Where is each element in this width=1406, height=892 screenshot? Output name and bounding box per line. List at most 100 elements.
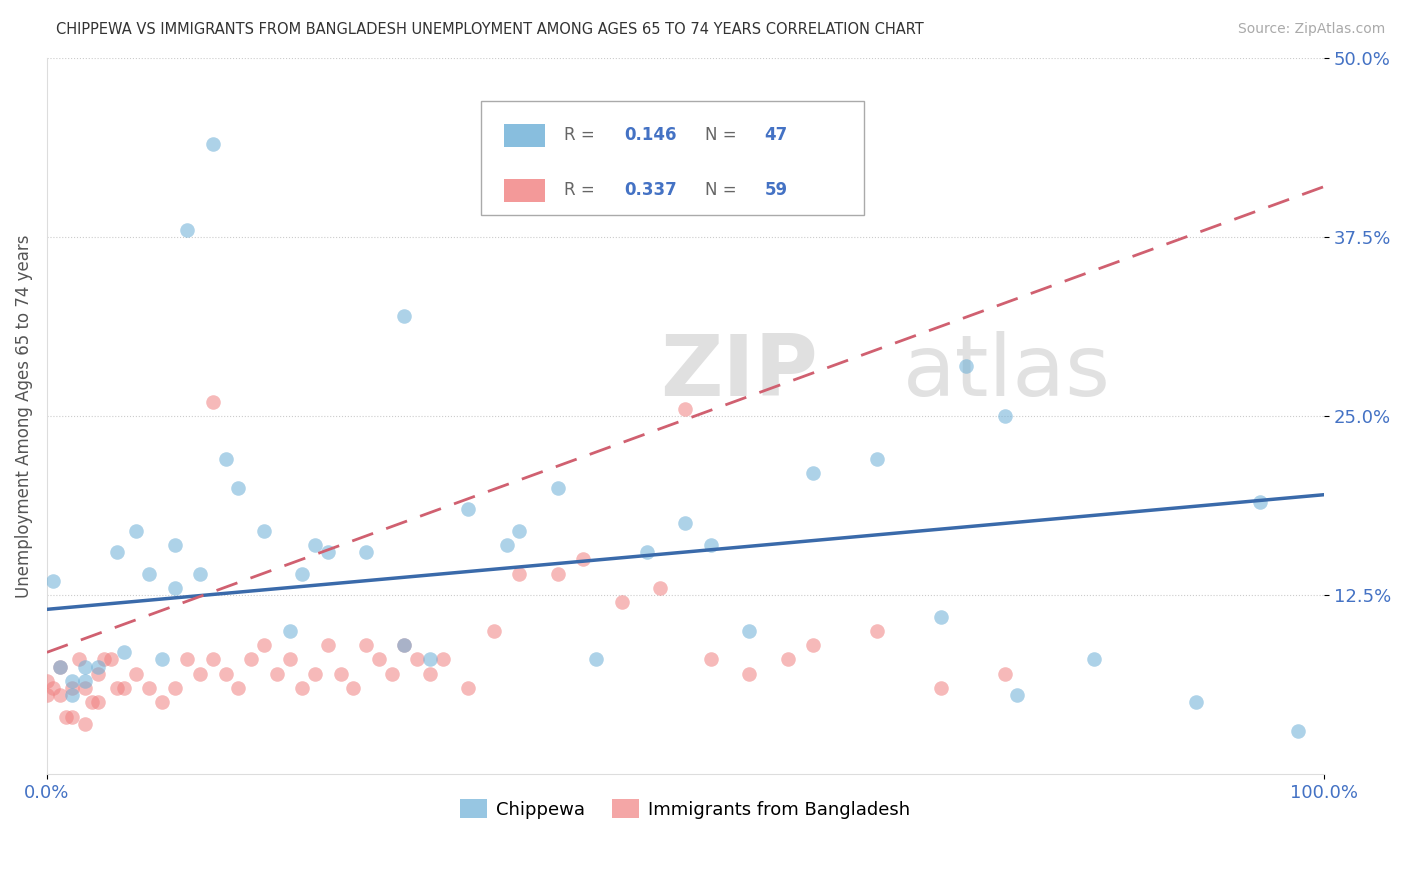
Point <box>457 502 479 516</box>
Point <box>304 538 326 552</box>
Point <box>508 524 530 538</box>
Point <box>1185 696 1208 710</box>
Point <box>929 681 952 695</box>
Point <box>62 673 84 688</box>
Text: 0.337: 0.337 <box>624 181 676 199</box>
Point <box>87 659 110 673</box>
Point <box>508 566 530 581</box>
Point <box>495 538 517 552</box>
Point <box>138 566 160 581</box>
Point <box>150 652 173 666</box>
Bar <box>505 178 546 202</box>
Bar <box>505 124 546 146</box>
Point <box>610 595 633 609</box>
Point <box>457 681 479 695</box>
Point <box>316 545 339 559</box>
Point <box>801 638 824 652</box>
Point <box>866 451 889 466</box>
Point <box>738 624 761 638</box>
Point <box>112 681 135 695</box>
Point <box>367 652 389 666</box>
Point <box>381 666 404 681</box>
Point <box>105 681 128 695</box>
Point <box>80 696 103 710</box>
Point <box>201 652 224 666</box>
Point <box>42 574 65 588</box>
Point <box>35 673 58 688</box>
Point <box>482 624 505 638</box>
Point <box>163 681 186 695</box>
Point <box>138 681 160 695</box>
Point <box>929 609 952 624</box>
Point <box>150 696 173 710</box>
Point <box>636 545 658 559</box>
FancyBboxPatch shape <box>481 101 865 215</box>
Text: 0.146: 0.146 <box>624 126 676 144</box>
Point <box>112 645 135 659</box>
Point <box>35 689 58 703</box>
Point <box>329 666 352 681</box>
Point <box>62 710 84 724</box>
Point <box>125 666 148 681</box>
Point <box>406 652 429 666</box>
Point <box>801 467 824 481</box>
Point <box>394 638 416 652</box>
Point <box>866 624 889 638</box>
Point <box>738 666 761 681</box>
Point <box>215 451 238 466</box>
Point <box>253 638 276 652</box>
Point <box>253 524 276 538</box>
Point <box>240 652 263 666</box>
Text: 47: 47 <box>765 126 787 144</box>
Point <box>700 652 723 666</box>
Point <box>673 516 696 531</box>
Point <box>87 666 110 681</box>
Point <box>42 681 65 695</box>
Point <box>700 538 723 552</box>
Point <box>75 659 97 673</box>
Legend: Chippewa, Immigrants from Bangladesh: Chippewa, Immigrants from Bangladesh <box>453 792 918 826</box>
Point <box>394 309 416 323</box>
Text: CHIPPEWA VS IMMIGRANTS FROM BANGLADESH UNEMPLOYMENT AMONG AGES 65 TO 74 YEARS CO: CHIPPEWA VS IMMIGRANTS FROM BANGLADESH U… <box>56 22 924 37</box>
Point <box>62 689 84 703</box>
Point <box>163 538 186 552</box>
Point <box>291 681 314 695</box>
Point <box>93 652 115 666</box>
Point <box>547 566 569 581</box>
Point <box>394 638 416 652</box>
Point <box>994 666 1017 681</box>
Text: R =: R = <box>564 126 600 144</box>
Point <box>55 710 77 724</box>
Point <box>342 681 364 695</box>
Point <box>125 524 148 538</box>
Point <box>176 222 198 236</box>
Point <box>354 638 377 652</box>
Point <box>201 136 224 151</box>
Point <box>419 666 441 681</box>
Text: Source: ZipAtlas.com: Source: ZipAtlas.com <box>1237 22 1385 37</box>
Point <box>163 581 186 595</box>
Point <box>1286 724 1309 739</box>
Text: 59: 59 <box>765 181 787 199</box>
Point <box>648 581 671 595</box>
Point <box>1083 652 1105 666</box>
Point <box>62 681 84 695</box>
Point <box>585 652 607 666</box>
Point <box>67 652 90 666</box>
Point <box>673 401 696 416</box>
Point <box>1007 689 1029 703</box>
Point <box>278 652 301 666</box>
Point <box>188 666 211 681</box>
Point <box>201 394 224 409</box>
Point <box>100 652 122 666</box>
Text: R =: R = <box>564 181 600 199</box>
Point <box>266 666 288 681</box>
Text: atlas: atlas <box>903 332 1111 415</box>
Text: N =: N = <box>704 181 741 199</box>
Point <box>1249 495 1271 509</box>
Point <box>776 652 799 666</box>
Point <box>278 624 301 638</box>
Point <box>75 717 97 731</box>
Point <box>354 545 377 559</box>
Y-axis label: Unemployment Among Ages 65 to 74 years: Unemployment Among Ages 65 to 74 years <box>15 235 32 598</box>
